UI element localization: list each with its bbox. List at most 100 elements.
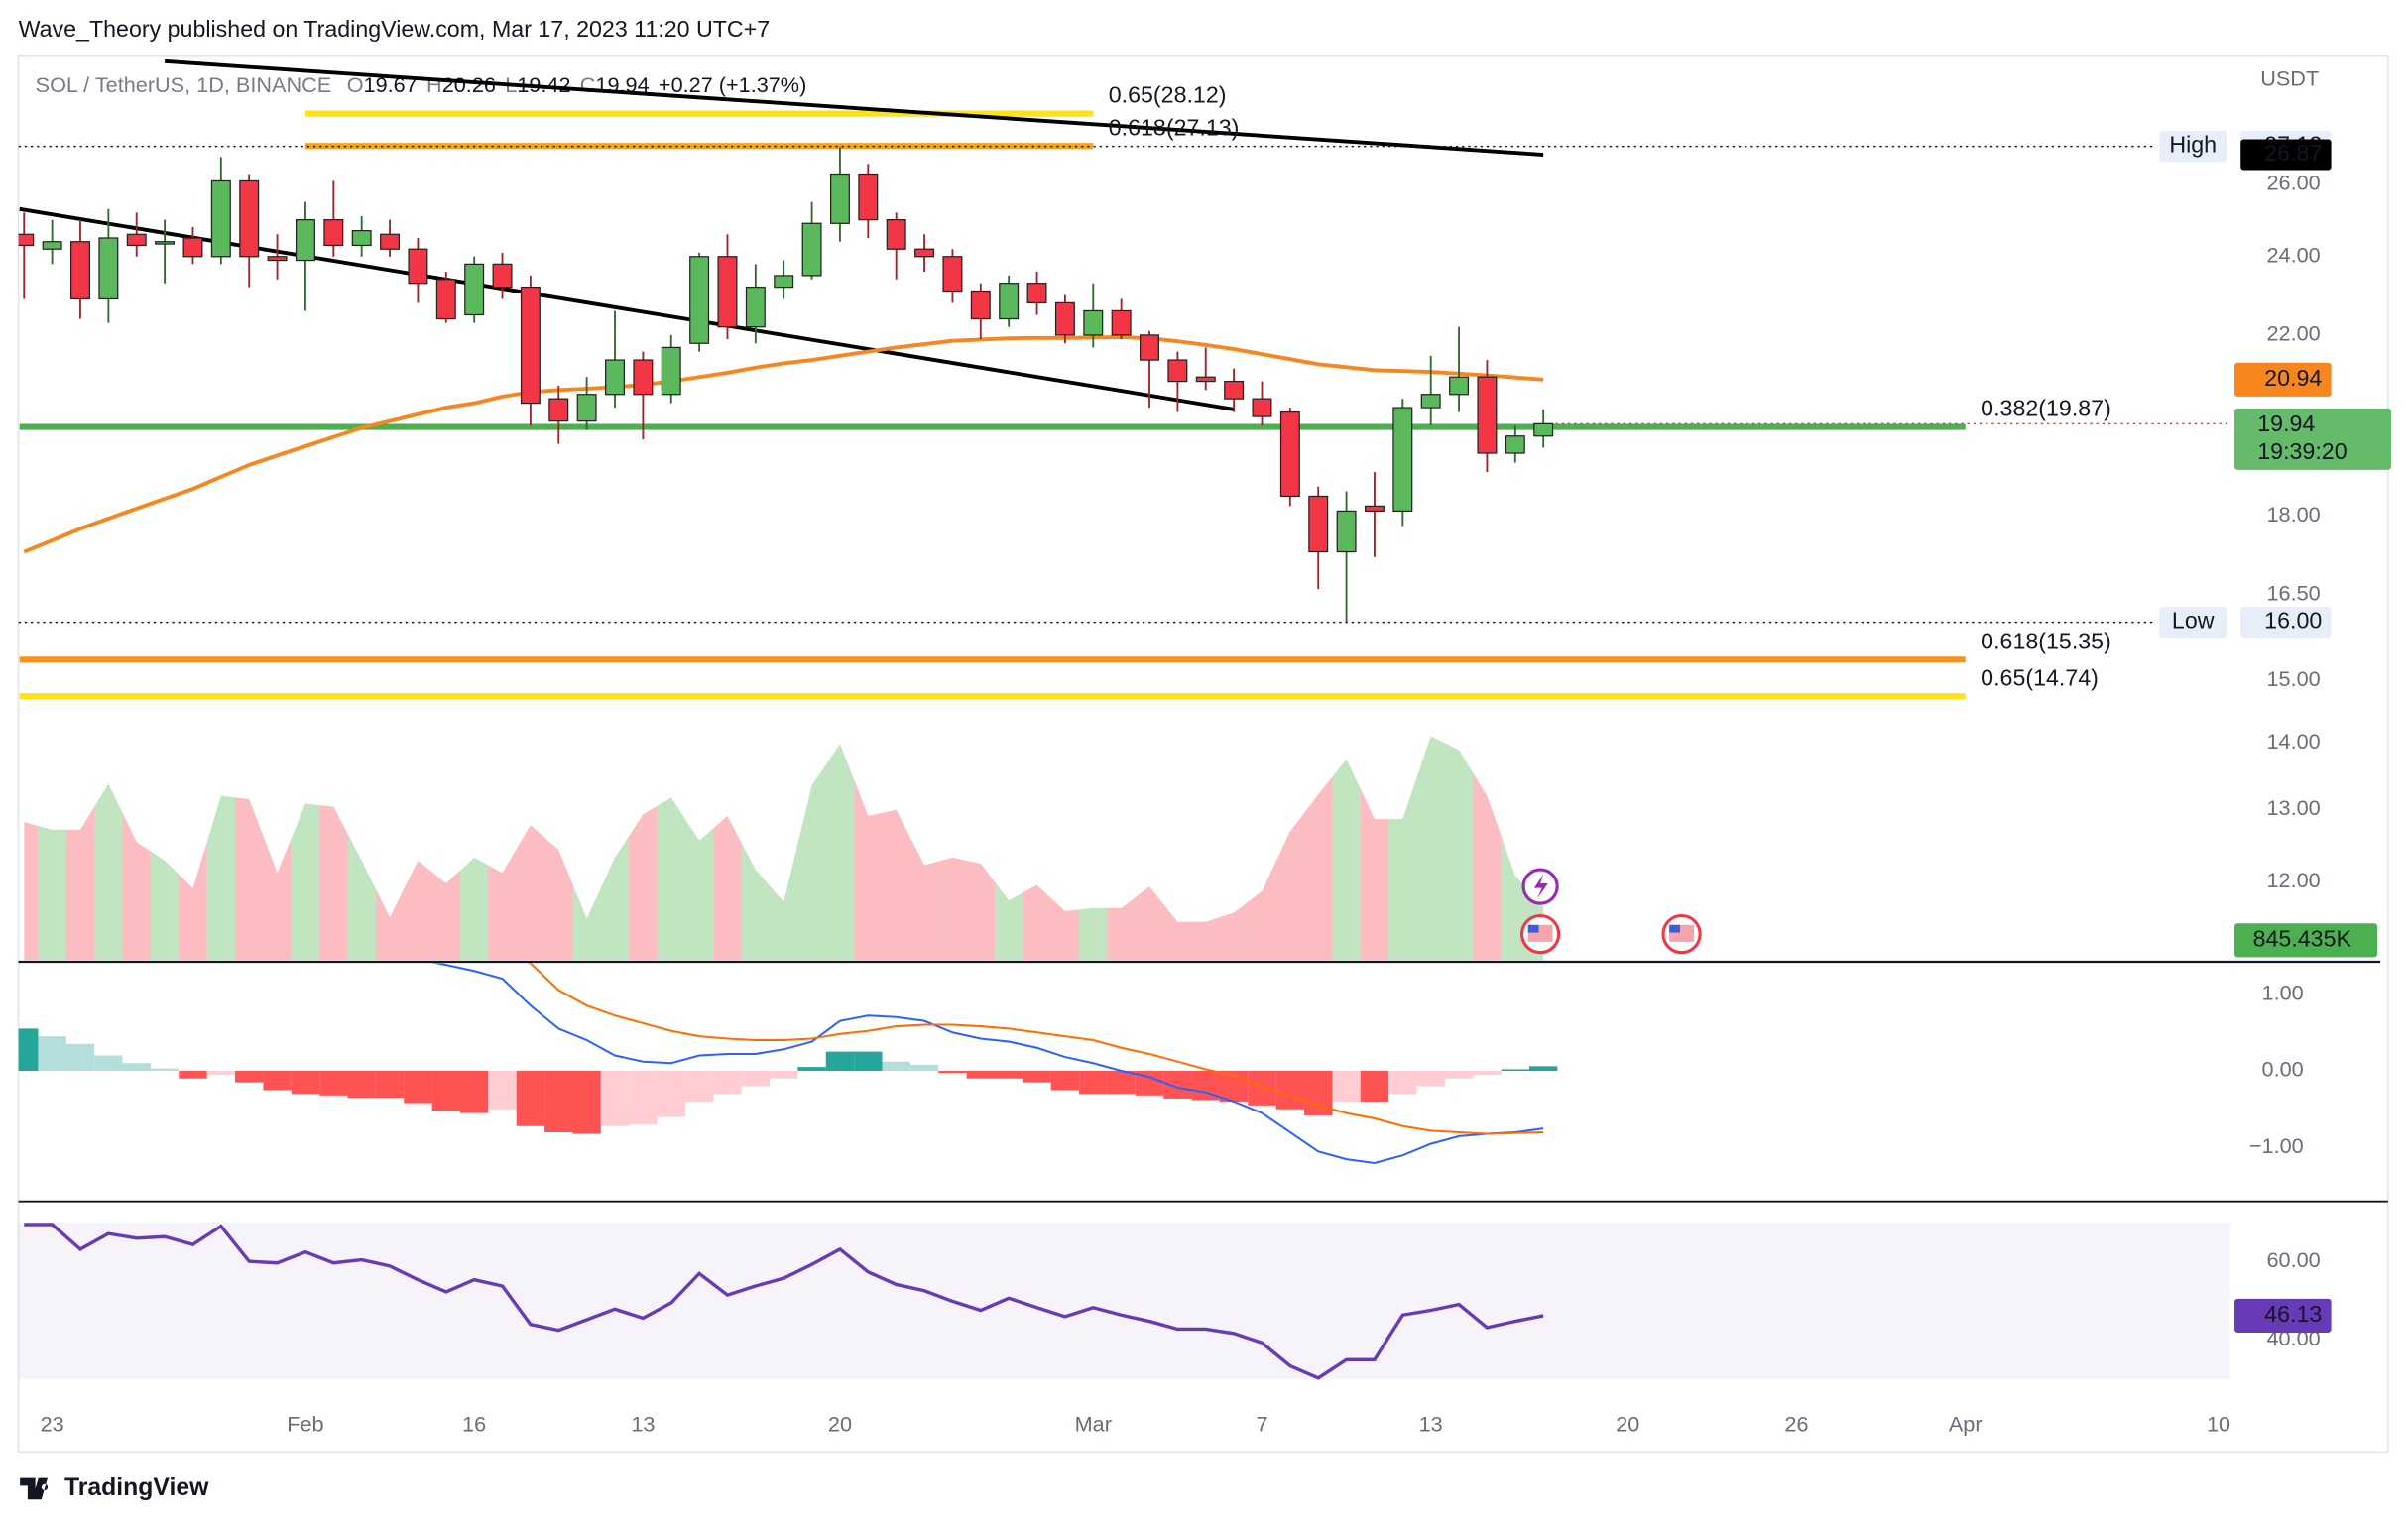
candle-body: [126, 233, 147, 247]
candle-body: [661, 346, 681, 396]
candle-body: [914, 248, 935, 258]
fib-label: 0.382(19.87): [1981, 396, 2111, 421]
macd-bar: [713, 1070, 742, 1095]
candle-body: [351, 229, 372, 247]
pane: [24, 736, 1544, 961]
volume-area: [431, 870, 460, 961]
macd-bar: [459, 1070, 489, 1113]
macd-bar: [882, 1061, 910, 1071]
event-icon: [1527, 924, 1539, 933]
candle-body: [717, 256, 738, 328]
volume-area: [375, 888, 405, 961]
candle-body: [942, 256, 963, 292]
candle-body: [858, 173, 879, 221]
candle-body: [1224, 380, 1245, 400]
volume-area: [1473, 772, 1502, 961]
volume-area: [966, 860, 995, 961]
candle-body: [970, 290, 991, 320]
x-tick-label: 13: [1419, 1412, 1443, 1437]
y-tick-label: 24.00: [2267, 242, 2321, 267]
x-tick-label: Apr: [1949, 1412, 1983, 1437]
macd-bar: [1444, 1070, 1474, 1079]
candle-body: [1392, 407, 1413, 513]
y-tick-label: 26.00: [2267, 171, 2321, 195]
extreme-value: 16.00: [2264, 608, 2322, 634]
macd-bar: [854, 1051, 883, 1071]
label-box: [2234, 408, 2391, 470]
rsi-line: [24, 1223, 1544, 1380]
candle-body: [605, 359, 625, 396]
pane: [18, 58, 1966, 700]
candle-body: [689, 256, 710, 344]
pane: [18, 963, 1558, 1164]
label-box: [2159, 131, 2227, 163]
plot-layer: 23 Feb 16 13 20 Mar 7 13 20 26 Apr 10 26.00 24.00 22.0…: [18, 58, 2391, 1437]
volume-area: [179, 842, 207, 961]
legend-key: O: [347, 72, 364, 97]
volume-area: [713, 815, 742, 961]
macd-bar: [319, 1070, 348, 1096]
macd-bar: [94, 1055, 123, 1071]
currency: USDT: [2260, 65, 2319, 90]
macd-tick-label: 0.00: [2262, 1057, 2304, 1082]
header: Wave_Theory published on TradingView.com…: [19, 16, 771, 42]
trendline: [164, 58, 1544, 157]
macd-bar: [1388, 1070, 1417, 1095]
candle-body: [1279, 410, 1300, 498]
volume-area: [1135, 886, 1164, 961]
candle-body: [1533, 422, 1554, 437]
x-tick-label: 23: [41, 1412, 64, 1437]
macd-bar: [770, 1070, 798, 1079]
volume-area: [909, 837, 939, 961]
logo: [20, 1477, 49, 1500]
ema-value: 20.94: [2264, 365, 2322, 391]
candle-body: [435, 279, 456, 320]
macd-bar: [488, 1070, 517, 1110]
x-tick-label: 16: [462, 1412, 486, 1437]
macd-bar: [572, 1070, 601, 1134]
label-box: [2234, 362, 2332, 397]
candle-body: [210, 179, 231, 258]
countdown: 19:39:20: [2257, 438, 2347, 464]
candle-body: [1054, 301, 1075, 336]
footer-brand: TradingView: [64, 1474, 209, 1501]
y-tick-label: 13.00: [2267, 795, 2321, 820]
volume-area: [1275, 812, 1305, 961]
y-tick-label: 14.00: [2267, 729, 2321, 754]
candle-body: [1505, 435, 1525, 454]
macd-bar: [235, 1070, 264, 1083]
macd-bar: [629, 1070, 658, 1125]
volume-area: [1304, 776, 1333, 961]
macd-bar: [1050, 1070, 1080, 1091]
macd-bar: [684, 1070, 714, 1102]
volume-area: [657, 797, 685, 961]
volume-area: [291, 803, 320, 961]
candle-body: [1477, 376, 1498, 454]
volume-area: [938, 857, 967, 961]
legend: SOL / TetherUS, 1D, BINANCEO19.67H20.26L…: [36, 72, 807, 97]
macd-bar: [1332, 1070, 1361, 1102]
macd-tick-label: −1.00: [2249, 1133, 2304, 1158]
volume-area: [1444, 743, 1474, 961]
legend-change: +0.27 (+1.37%): [659, 72, 806, 97]
signal-line: [527, 963, 1544, 1135]
x-tick-label: 20: [828, 1412, 852, 1437]
rsi-band: [18, 1222, 2230, 1379]
volume-area: [1388, 777, 1417, 961]
legend-key: H: [426, 72, 442, 97]
volume-area: [1248, 861, 1276, 961]
x-tick-label: 13: [631, 1412, 655, 1437]
candle-body: [1083, 309, 1104, 336]
candle-body: [520, 286, 541, 405]
macd-bar: [38, 1036, 66, 1071]
macd-bar: [516, 1070, 545, 1126]
candle-body: [239, 179, 260, 258]
candle-body: [98, 237, 119, 300]
volume-area: [1079, 907, 1108, 961]
fib-label: 0.65(28.12): [1109, 82, 1227, 108]
candle-body: [155, 241, 176, 245]
macd-bar: [909, 1064, 939, 1071]
macd-bar: [544, 1070, 573, 1132]
volume-area: [1191, 917, 1220, 961]
